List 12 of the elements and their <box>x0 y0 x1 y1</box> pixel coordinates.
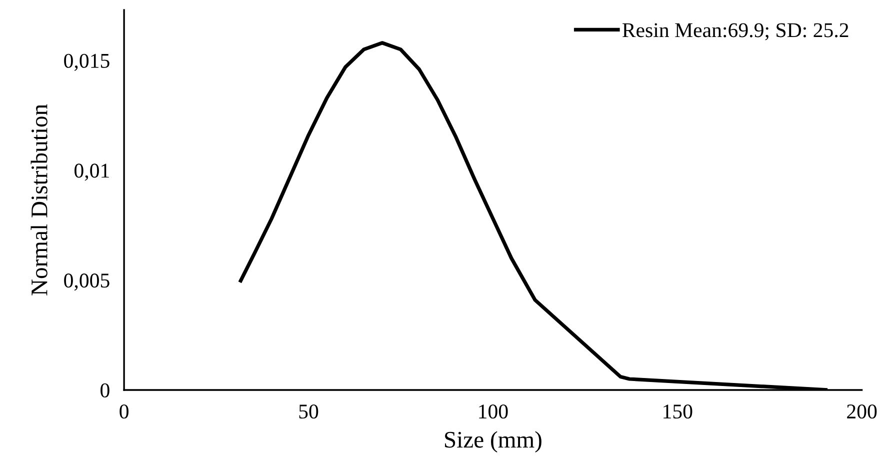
x-tick-label: 150 <box>664 404 692 419</box>
y-tick-label: 0 <box>100 383 110 398</box>
x-tick-label: 200 <box>847 404 877 419</box>
y-axis-title: Normal Distribution <box>30 104 48 296</box>
y-tick-label: 0,01 <box>74 164 109 181</box>
y-tick-label: 0,015 <box>64 54 110 71</box>
legend-label: Resin Mean:69.9; SD: 25.2 <box>622 23 848 40</box>
x-axis-title: Size (mm) <box>445 431 542 453</box>
x-tick-label: 0 <box>120 404 128 419</box>
x-tick-label: 100 <box>479 404 508 419</box>
y-tick-label: 0,005 <box>64 274 110 291</box>
x-tick-label: 50 <box>299 404 318 419</box>
